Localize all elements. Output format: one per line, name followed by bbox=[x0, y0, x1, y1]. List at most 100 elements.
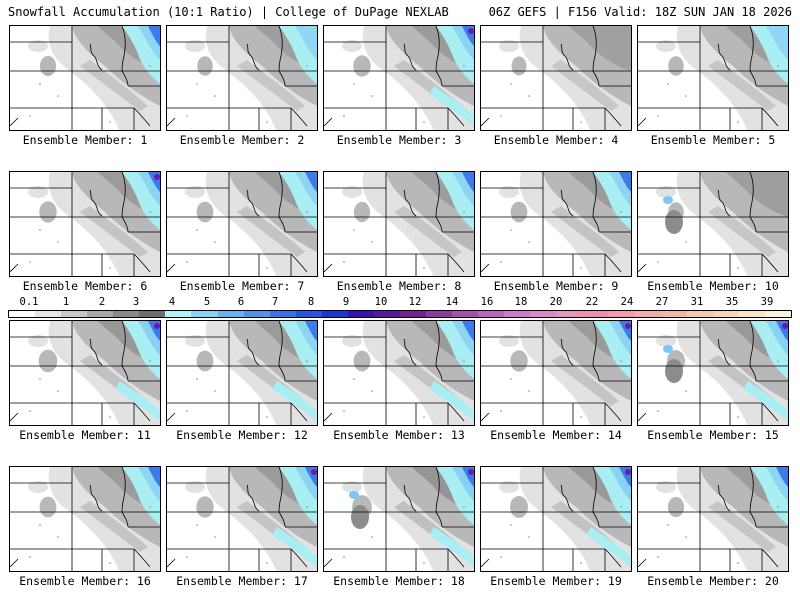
snow-shade-west bbox=[38, 349, 58, 373]
map-dot bbox=[510, 524, 512, 526]
state-boundaries bbox=[10, 321, 160, 425]
map-dot bbox=[528, 95, 530, 97]
map-dot bbox=[463, 211, 465, 213]
color-bar-swatch bbox=[347, 311, 374, 317]
map-dot bbox=[266, 416, 268, 418]
color-bar-label: 12 bbox=[408, 296, 422, 308]
snow-shade-purple-ne bbox=[154, 174, 160, 180]
ensemble-member-caption: Ensemble Member: 4 bbox=[493, 133, 619, 147]
snow-shade-purple-ne bbox=[154, 323, 160, 329]
ensemble-member-map bbox=[323, 320, 475, 426]
map-dot bbox=[657, 556, 659, 558]
map-dot bbox=[196, 83, 198, 85]
color-bar-swatch bbox=[764, 311, 791, 317]
color-bar-label: 8 bbox=[307, 296, 315, 308]
ensemble-member-map bbox=[637, 171, 789, 277]
map-dot bbox=[149, 360, 151, 362]
map-dot bbox=[685, 390, 687, 392]
ensemble-member-map bbox=[323, 466, 475, 572]
snow-shade-purple-ne bbox=[468, 469, 474, 475]
map-dot bbox=[657, 410, 659, 412]
color-bar-label: 14 bbox=[445, 296, 459, 308]
snow-shade-west-heavy bbox=[665, 359, 683, 383]
map-dot bbox=[266, 267, 268, 269]
map-dot bbox=[149, 211, 151, 213]
snowfall-map bbox=[10, 26, 160, 130]
map-dot bbox=[29, 261, 31, 263]
color-bar-label: 6 bbox=[237, 296, 245, 308]
map-dot bbox=[186, 410, 188, 412]
snow-shade-west bbox=[39, 55, 57, 77]
ensemble-member-caption: Ensemble Member: 3 bbox=[336, 133, 462, 147]
snow-band-diagonal bbox=[80, 60, 148, 111]
map-dot bbox=[353, 378, 355, 380]
color-bar-swatch bbox=[243, 311, 270, 317]
map-dot bbox=[57, 536, 59, 538]
snow-shade-blue-ne bbox=[766, 26, 788, 60]
snow-shade-west-light bbox=[656, 40, 676, 52]
snow-shade-west-light bbox=[656, 186, 676, 198]
map-dot bbox=[109, 121, 111, 123]
color-bar-label: 0.1 bbox=[19, 296, 39, 308]
snow-shade-cyan-se bbox=[586, 527, 631, 567]
ensemble-member-map bbox=[166, 25, 318, 131]
map-dot bbox=[620, 506, 622, 508]
map-dot bbox=[186, 261, 188, 263]
state-boundaries bbox=[324, 172, 474, 276]
snow-shade-cyan-se bbox=[743, 381, 788, 421]
color-bar-swatch bbox=[217, 311, 244, 317]
snow-shade-cyan-se bbox=[272, 381, 317, 421]
map-dot bbox=[528, 241, 530, 243]
map-dot bbox=[29, 115, 31, 117]
snow-shade-west-light bbox=[28, 40, 48, 52]
snow-shade-purple-ne bbox=[625, 323, 631, 329]
ensemble-member-caption: Ensemble Member: 14 bbox=[490, 428, 622, 442]
ensemble-member-caption: Ensemble Member: 16 bbox=[19, 574, 151, 588]
snow-shade-west bbox=[353, 55, 371, 77]
color-bar-label: 5 bbox=[203, 296, 211, 308]
snow-shade-dark bbox=[569, 26, 631, 71]
snow-shade-west-light bbox=[185, 40, 205, 52]
state-boundaries bbox=[10, 172, 160, 276]
snow-band-diagonal bbox=[551, 60, 619, 111]
ensemble-member-caption: Ensemble Member: 12 bbox=[176, 428, 308, 442]
map-dot bbox=[371, 95, 373, 97]
color-bar-swatch bbox=[269, 311, 296, 317]
snow-band-diagonal bbox=[80, 206, 148, 257]
ensemble-member-map bbox=[9, 25, 161, 131]
snow-band-diagonal bbox=[708, 60, 776, 111]
color-bar-label: 7 bbox=[271, 296, 279, 308]
snow-shade-west bbox=[39, 496, 57, 518]
map-dot bbox=[149, 506, 151, 508]
map-dot bbox=[667, 229, 669, 231]
snow-band-diagonal bbox=[237, 60, 305, 111]
snow-shade-west bbox=[510, 496, 528, 518]
map-dot bbox=[777, 506, 779, 508]
state-boundaries bbox=[10, 26, 160, 130]
ensemble-member-map bbox=[9, 320, 161, 426]
map-dot bbox=[580, 121, 582, 123]
snow-shade-west-light bbox=[342, 186, 362, 198]
snow-band-diagonal bbox=[708, 501, 776, 552]
snow-shade-west bbox=[39, 201, 57, 223]
state-boundaries bbox=[167, 172, 317, 276]
map-dot bbox=[777, 65, 779, 67]
ensemble-member-map bbox=[323, 171, 475, 277]
snowfall-map bbox=[481, 172, 631, 276]
color-bar-swatch bbox=[61, 311, 88, 317]
map-dot bbox=[186, 556, 188, 558]
map-dot bbox=[109, 416, 111, 418]
map-dot bbox=[149, 65, 151, 67]
color-bar-label: 31 bbox=[690, 296, 704, 308]
map-dot bbox=[500, 261, 502, 263]
ensemble-member-map bbox=[480, 171, 632, 277]
map-dot bbox=[528, 536, 530, 538]
ensemble-member-caption: Ensemble Member: 10 bbox=[647, 279, 779, 293]
color-bar-swatch bbox=[373, 311, 400, 317]
map-dot bbox=[39, 83, 41, 85]
ensemble-member-caption: Ensemble Member: 18 bbox=[333, 574, 465, 588]
snowfall-map bbox=[10, 321, 160, 425]
color-bar-swatch bbox=[608, 311, 635, 317]
ensemble-member-caption: Ensemble Member: 8 bbox=[336, 279, 462, 293]
map-dot bbox=[109, 267, 111, 269]
